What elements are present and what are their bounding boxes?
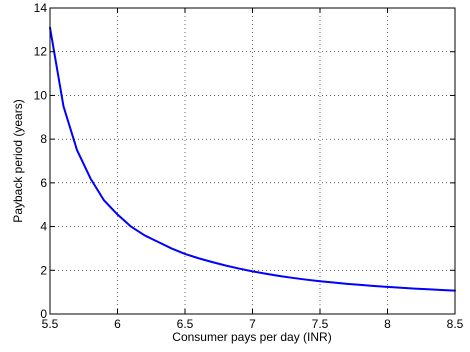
tick-layer	[49, 7, 456, 315]
tick-label-layer: 5.5 6 6.5 7 7.5 8 8.5 0 2 4 6 8 10 12 14	[34, 1, 464, 331]
series-line	[49, 26, 456, 292]
y-tick-label: 8	[40, 132, 47, 146]
x-tick-label: 8	[384, 317, 391, 331]
y-tick-label: 4	[40, 220, 47, 234]
x-axis-label: Consumer pays per day (INR)	[172, 330, 331, 344]
x-tick-label: 6.5	[177, 317, 194, 331]
x-tick-label: 8.5	[447, 317, 464, 331]
series-layer	[49, 26, 456, 292]
y-tick-label: 6	[40, 176, 47, 190]
y-tick-label: 14	[34, 1, 48, 15]
y-tick-label: 12	[34, 45, 48, 59]
y-tick-label: 0	[40, 307, 47, 321]
x-tick-label: 5.5	[42, 317, 59, 331]
x-tick-label: 6	[114, 317, 121, 331]
x-tick-label: 7	[249, 317, 256, 331]
grid-layer	[50, 8, 455, 314]
y-tick-label: 2	[40, 263, 47, 277]
x-tick-label: 7.5	[312, 317, 329, 331]
y-axis-label: Payback period (years)	[11, 99, 25, 222]
y-tick-label: 10	[34, 88, 48, 102]
